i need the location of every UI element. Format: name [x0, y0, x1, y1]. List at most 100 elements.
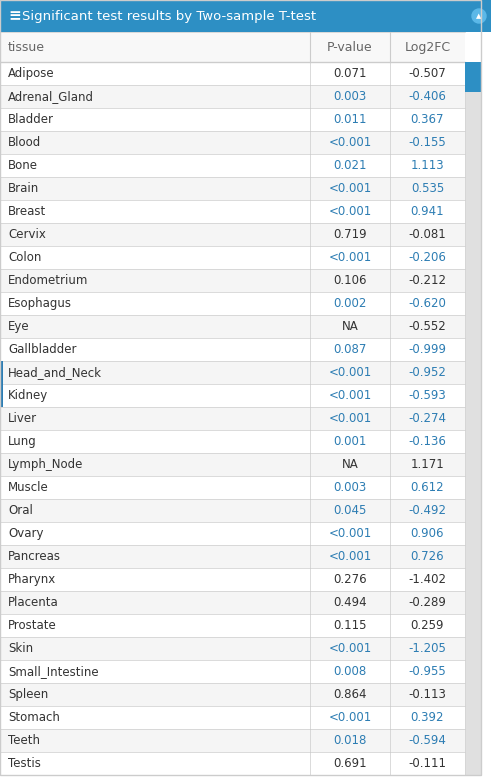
Bar [0, 361, 465, 384]
Text: 0.001: 0.001 [333, 435, 367, 448]
Text: Spleen: Spleen [8, 688, 48, 701]
Text: -0.206: -0.206 [409, 251, 446, 264]
Text: -0.406: -0.406 [409, 90, 446, 103]
Text: Colon: Colon [8, 251, 41, 264]
Bar [0, 131, 465, 154]
Text: Cervix: Cervix [8, 228, 46, 241]
Text: Blood: Blood [8, 136, 41, 149]
Text: 0.726: 0.726 [410, 550, 444, 563]
Text: -0.136: -0.136 [409, 435, 446, 448]
Text: NA: NA [342, 458, 358, 471]
Text: 0.008: 0.008 [333, 665, 367, 678]
Text: -1.205: -1.205 [409, 642, 446, 655]
Text: 0.691: 0.691 [333, 757, 367, 770]
Bar [0, 361, 3, 384]
Text: Bladder: Bladder [8, 113, 54, 126]
Text: tissue: tissue [8, 41, 45, 53]
Bar [0, 384, 3, 407]
Text: -1.402: -1.402 [409, 573, 446, 586]
Text: Muscle: Muscle [8, 481, 49, 494]
Text: <0.001: <0.001 [328, 550, 372, 563]
Bar [0, 200, 465, 223]
Text: 0.071: 0.071 [333, 67, 367, 80]
Bar [0, 223, 465, 246]
Bar [0, 384, 465, 407]
Bar [0, 476, 465, 499]
Text: 0.276: 0.276 [333, 573, 367, 586]
Circle shape [472, 9, 486, 23]
Text: Skin: Skin [8, 642, 33, 655]
Text: ▲: ▲ [476, 13, 482, 19]
Text: <0.001: <0.001 [328, 182, 372, 195]
Text: <0.001: <0.001 [328, 642, 372, 655]
Text: 0.719: 0.719 [333, 228, 367, 241]
Text: 0.367: 0.367 [411, 113, 444, 126]
Bar [0, 154, 465, 177]
Text: 0.011: 0.011 [333, 113, 367, 126]
Text: -0.507: -0.507 [409, 67, 446, 80]
Text: Breast: Breast [8, 205, 46, 218]
Text: -0.955: -0.955 [409, 665, 446, 678]
Bar [0, 32, 465, 62]
Text: Testis: Testis [8, 757, 41, 770]
Text: NA: NA [342, 320, 358, 333]
Text: -0.620: -0.620 [409, 297, 446, 310]
Text: Stomach: Stomach [8, 711, 60, 724]
Text: 0.864: 0.864 [333, 688, 367, 701]
Text: <0.001: <0.001 [328, 205, 372, 218]
Bar [0, 499, 465, 522]
Text: 0.087: 0.087 [333, 343, 367, 356]
Text: 0.021: 0.021 [333, 159, 367, 172]
Text: -0.552: -0.552 [409, 320, 446, 333]
Text: 1.171: 1.171 [410, 458, 444, 471]
Text: 0.003: 0.003 [333, 90, 367, 103]
Text: Small_Intestine: Small_Intestine [8, 665, 99, 678]
Bar [0, 85, 465, 108]
Bar [0, 315, 465, 338]
Bar [0, 522, 465, 545]
Bar [465, 62, 481, 92]
Text: 0.535: 0.535 [411, 182, 444, 195]
Bar [0, 453, 465, 476]
Text: 0.045: 0.045 [333, 504, 367, 517]
Bar [0, 108, 465, 131]
Bar [0, 430, 465, 453]
Text: 0.003: 0.003 [333, 481, 367, 494]
Text: <0.001: <0.001 [328, 136, 372, 149]
Text: Pharynx: Pharynx [8, 573, 56, 586]
Text: Teeth: Teeth [8, 734, 40, 747]
Text: -0.593: -0.593 [409, 389, 446, 402]
Bar [0, 269, 465, 292]
Text: Head_and_Neck: Head_and_Neck [8, 366, 102, 379]
Text: Prostate: Prostate [8, 619, 57, 632]
Bar [0, 246, 465, 269]
Text: -0.081: -0.081 [409, 228, 446, 241]
Text: Lymph_Node: Lymph_Node [8, 458, 83, 471]
Text: Oral: Oral [8, 504, 33, 517]
Text: <0.001: <0.001 [328, 527, 372, 540]
Bar [0, 729, 465, 752]
Text: Pancreas: Pancreas [8, 550, 61, 563]
Text: 0.494: 0.494 [333, 596, 367, 609]
Bar [0, 660, 465, 683]
Bar [0, 752, 465, 775]
Bar [0, 591, 465, 614]
Text: Gallbladder: Gallbladder [8, 343, 77, 356]
Text: -0.999: -0.999 [409, 343, 446, 356]
Text: P-value: P-value [327, 41, 373, 53]
Text: <0.001: <0.001 [328, 412, 372, 425]
Text: Kidney: Kidney [8, 389, 48, 402]
Text: ≡: ≡ [8, 9, 21, 24]
Text: -0.289: -0.289 [409, 596, 446, 609]
Text: 0.612: 0.612 [410, 481, 444, 494]
Bar [0, 177, 465, 200]
Text: <0.001: <0.001 [328, 251, 372, 264]
Text: Adipose: Adipose [8, 67, 55, 80]
Bar [0, 568, 465, 591]
Text: -0.111: -0.111 [409, 757, 446, 770]
Text: -0.113: -0.113 [409, 688, 446, 701]
Bar [0, 545, 465, 568]
Text: Esophagus: Esophagus [8, 297, 72, 310]
Text: Eye: Eye [8, 320, 29, 333]
Bar [0, 0, 491, 32]
